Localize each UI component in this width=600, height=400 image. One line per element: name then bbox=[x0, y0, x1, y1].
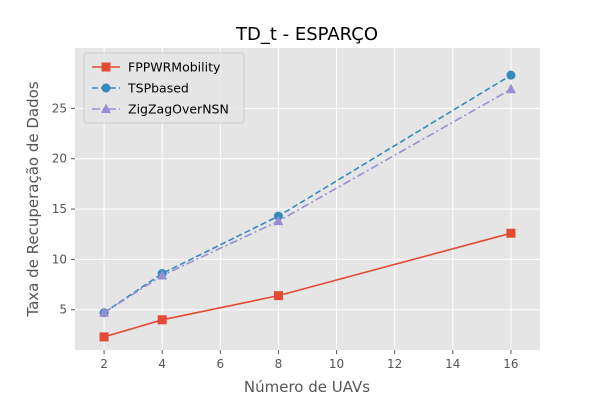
legend: FPPWRMobility TSPbased ZigZagOverNSN bbox=[83, 52, 245, 124]
x-tick-label: 10 bbox=[329, 357, 344, 371]
legend-box bbox=[83, 52, 245, 124]
x-tick-label: 16 bbox=[503, 357, 518, 371]
y-tick-label: 10 bbox=[52, 252, 67, 266]
legend-marker-zigzagovernsn bbox=[101, 103, 111, 113]
series-line-zigzagovernsn bbox=[103, 88, 512, 314]
x-tick-label: 4 bbox=[158, 357, 166, 371]
legend-label-fppwrmobility: FPPWRMobility bbox=[128, 60, 221, 75]
x-tick-label: 2 bbox=[100, 357, 108, 371]
x-tick-label: 8 bbox=[275, 357, 283, 371]
data-point-fppwrmobility bbox=[99, 332, 109, 342]
data-point-tspbased bbox=[506, 70, 516, 80]
series-fppwrmobility bbox=[99, 228, 516, 342]
data-point-fppwrmobility bbox=[506, 228, 516, 238]
x-tick-label: 6 bbox=[216, 357, 224, 371]
legend-label-zigzagovernsn: ZigZagOverNSN bbox=[128, 102, 229, 117]
data-point-fppwrmobility bbox=[273, 291, 283, 301]
data-point-fppwrmobility bbox=[157, 315, 167, 325]
y-axis-label: Taxa de Recuperação de Dados bbox=[24, 81, 42, 317]
chart-title: TD_t - ESPARÇO bbox=[235, 24, 378, 45]
x-tick-label: 12 bbox=[387, 357, 402, 371]
series-line-tspbased bbox=[103, 74, 512, 314]
legend-marker-tspbased bbox=[101, 83, 111, 93]
y-tick-label: 5 bbox=[59, 303, 67, 317]
x-axis-label: Número de UAVs bbox=[244, 378, 370, 396]
data-point-zigzagovernsn bbox=[99, 307, 110, 317]
x-tick-label: 14 bbox=[445, 357, 460, 371]
y-axis-ticks: 5 10 15 20 25 bbox=[52, 101, 75, 317]
x-axis-ticks: 2 4 6 8 10 12 14 16 bbox=[100, 350, 519, 371]
series-line-fppwrmobility bbox=[103, 232, 512, 338]
legend-marker-fppwrmobility bbox=[101, 62, 111, 72]
legend-label-tspbased: TSPbased bbox=[127, 81, 189, 96]
data-point-zigzagovernsn bbox=[273, 215, 284, 226]
y-tick-label: 25 bbox=[52, 101, 67, 115]
y-tick-label: 20 bbox=[52, 152, 67, 166]
y-tick-label: 15 bbox=[52, 202, 67, 216]
data-point-zigzagovernsn bbox=[505, 83, 516, 94]
series-zigzagovernsn bbox=[99, 83, 516, 317]
series-lines bbox=[99, 70, 516, 342]
data-point-zigzagovernsn bbox=[157, 270, 168, 280]
